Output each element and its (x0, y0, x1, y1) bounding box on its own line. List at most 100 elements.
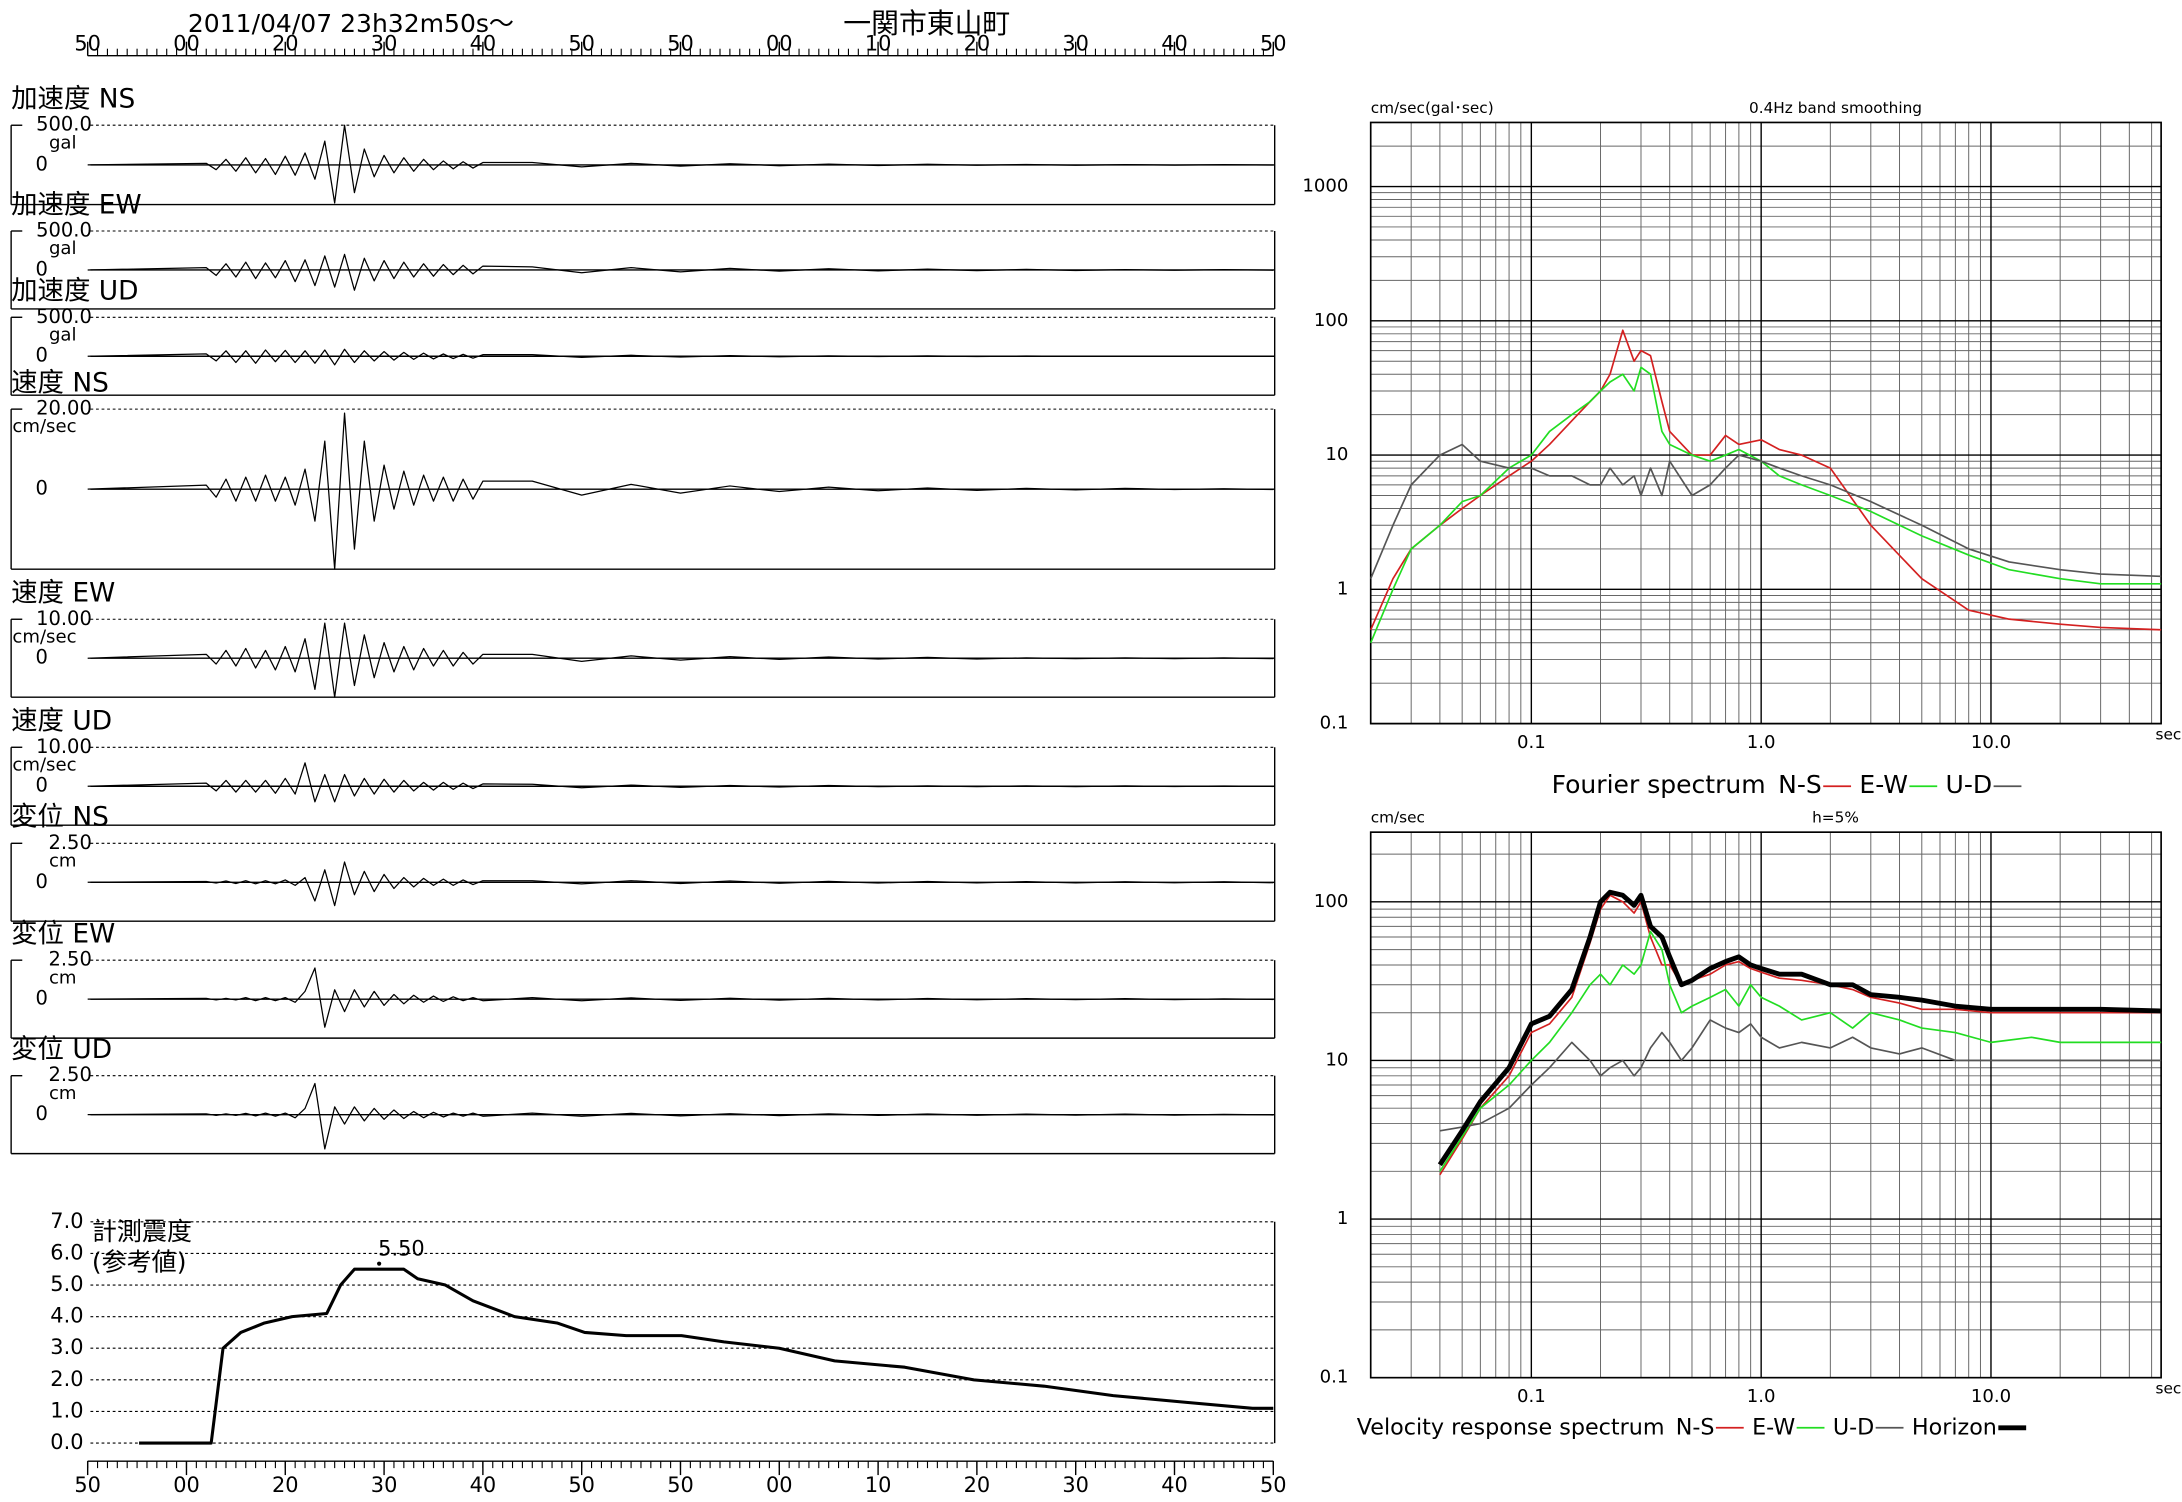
datetime: 2011/04/07 23h32m50s〜 (188, 9, 514, 38)
x-tick-label: 30 (371, 32, 398, 56)
trace-title: 変位 NS (11, 802, 109, 833)
y-tick-label: 0 (36, 477, 48, 500)
unit-label: cm (49, 1083, 77, 1104)
trace-title: 速度 EW (11, 578, 115, 609)
peak-dot (377, 1261, 382, 1266)
y-axis-label: cm/sec(gal･sec) (1371, 99, 1494, 117)
y-tick-label: 0 (36, 646, 48, 669)
y-tick-label: 500.0 (36, 305, 92, 328)
x-tick-label: 1.0 (1747, 732, 1776, 753)
y-tick-label: 2.0 (50, 1367, 83, 1391)
x-tick-label: 30 (371, 1473, 398, 1497)
x-tick-label: 50 (667, 1473, 694, 1497)
unit-label: cm/sec (12, 754, 76, 775)
y-tick-label: 0.1 (1320, 1367, 1349, 1388)
unit-label: cm (49, 850, 77, 871)
unit-label: cm/sec (12, 626, 76, 647)
x-tick-label: 00 (173, 32, 200, 56)
trace-title: 加速度 UD (11, 276, 138, 307)
data-line (87, 967, 1274, 1028)
x-tick-label: 50 (667, 32, 694, 56)
trace-title: 加速度 NS (11, 84, 135, 115)
y-tick-label: 2.50 (48, 831, 91, 854)
data-line (87, 762, 1274, 803)
unit-label: gal (49, 132, 77, 153)
x-tick-label: 10.0 (1971, 732, 2011, 753)
trace-title: 変位 EW (11, 919, 115, 950)
y-tick-label: 100 (1314, 310, 1349, 331)
unit-label: cm/sec (12, 416, 76, 437)
y-tick-label: 3.0 (50, 1335, 83, 1359)
unit-label: gal (49, 238, 77, 259)
y-axis-label: cm/sec (1371, 809, 1425, 827)
data-line (87, 412, 1274, 570)
trace-title: 変位 UD (11, 1034, 112, 1065)
y-tick-label: 0.0 (50, 1430, 83, 1454)
x-tick-label: 20 (272, 1473, 299, 1497)
unit-label: cm (49, 967, 77, 988)
chart-subtitle: (参考値) (92, 1248, 187, 1277)
y-tick-label: 1.0 (50, 1398, 83, 1422)
legend-label: E-W (1859, 770, 1908, 799)
legend-caption: Velocity response spectrum (1357, 1414, 1665, 1440)
y-tick-label: 500.0 (36, 219, 92, 242)
x-tick-label: 30 (1062, 32, 1089, 56)
y-tick-label: 500.0 (36, 113, 92, 136)
legend-label: U-D (1946, 770, 1993, 799)
x-tick-label: 50 (568, 32, 595, 56)
data-line (1437, 889, 2162, 1167)
legend-label: U-D (1833, 1414, 1874, 1440)
x-tick-label: 10 (865, 1473, 892, 1497)
x-tick-label: 50 (1260, 1473, 1287, 1497)
legend-label: N-S (1778, 770, 1822, 799)
data-line (1439, 1019, 2162, 1132)
y-tick-label: 5.0 (50, 1272, 83, 1296)
y-tick-label: 0 (36, 152, 48, 175)
y-tick-label: 1 (1337, 1208, 1349, 1229)
data-line (1369, 443, 2162, 580)
data-line (87, 348, 1274, 366)
x-tick-label: 0.1 (1517, 1386, 1546, 1407)
y-tick-label: 10 (1325, 1049, 1348, 1070)
y-tick-label: 6.0 (50, 1240, 83, 1264)
x-tick-label: 00 (766, 32, 793, 56)
y-tick-label: 100 (1314, 891, 1349, 912)
x-tick-label: 40 (1161, 1473, 1188, 1497)
data-line (1369, 366, 2162, 644)
data-line (1439, 930, 2162, 1172)
y-tick-label: 10.00 (36, 735, 92, 758)
y-tick-label: 1 (1337, 578, 1349, 599)
x-tick-label: 20 (964, 32, 991, 56)
y-tick-label: 2.50 (48, 1063, 91, 1086)
y-tick-label: 0 (36, 1102, 48, 1125)
x-tick-label: 00 (173, 1473, 200, 1497)
x-tick-label: 50 (568, 1473, 595, 1497)
y-tick-label: 0 (36, 257, 48, 280)
y-tick-label: 7.0 (50, 1209, 83, 1233)
chart-subtitle: 0.4Hz band smoothing (1749, 99, 1922, 117)
y-tick-label: 0 (36, 987, 48, 1010)
plot-frame (1369, 831, 2162, 1379)
x-tick-label: 30 (1062, 1473, 1089, 1497)
y-tick-label: 10.00 (36, 607, 92, 630)
x-tick-label: 10.0 (1971, 1386, 2011, 1407)
x-tick-label: 00 (766, 1473, 793, 1497)
y-tick-label: 10 (1325, 444, 1348, 465)
legend-label: Horizon (1912, 1414, 1997, 1440)
x-tick-label: 1.0 (1747, 1386, 1776, 1407)
x-tick-label: 50 (74, 1473, 101, 1497)
y-tick-label: 0 (36, 870, 48, 893)
y-tick-label: 0 (36, 344, 48, 367)
y-tick-label: 4.0 (50, 1304, 83, 1328)
chart-subtitle: h=5% (1812, 809, 1859, 827)
legend-label: N-S (1676, 1414, 1715, 1440)
data-line (139, 1267, 1274, 1445)
x-tick-label: 50 (1260, 32, 1287, 56)
trace-title: 速度 NS (11, 368, 109, 399)
location: 一関市東山町 (843, 7, 1010, 40)
peak-label: 5.50 (378, 1237, 424, 1261)
y-tick-label: 1000 (1302, 176, 1348, 197)
y-tick-label: 20.00 (36, 397, 92, 420)
x-axis-label: sec (2156, 725, 2182, 743)
